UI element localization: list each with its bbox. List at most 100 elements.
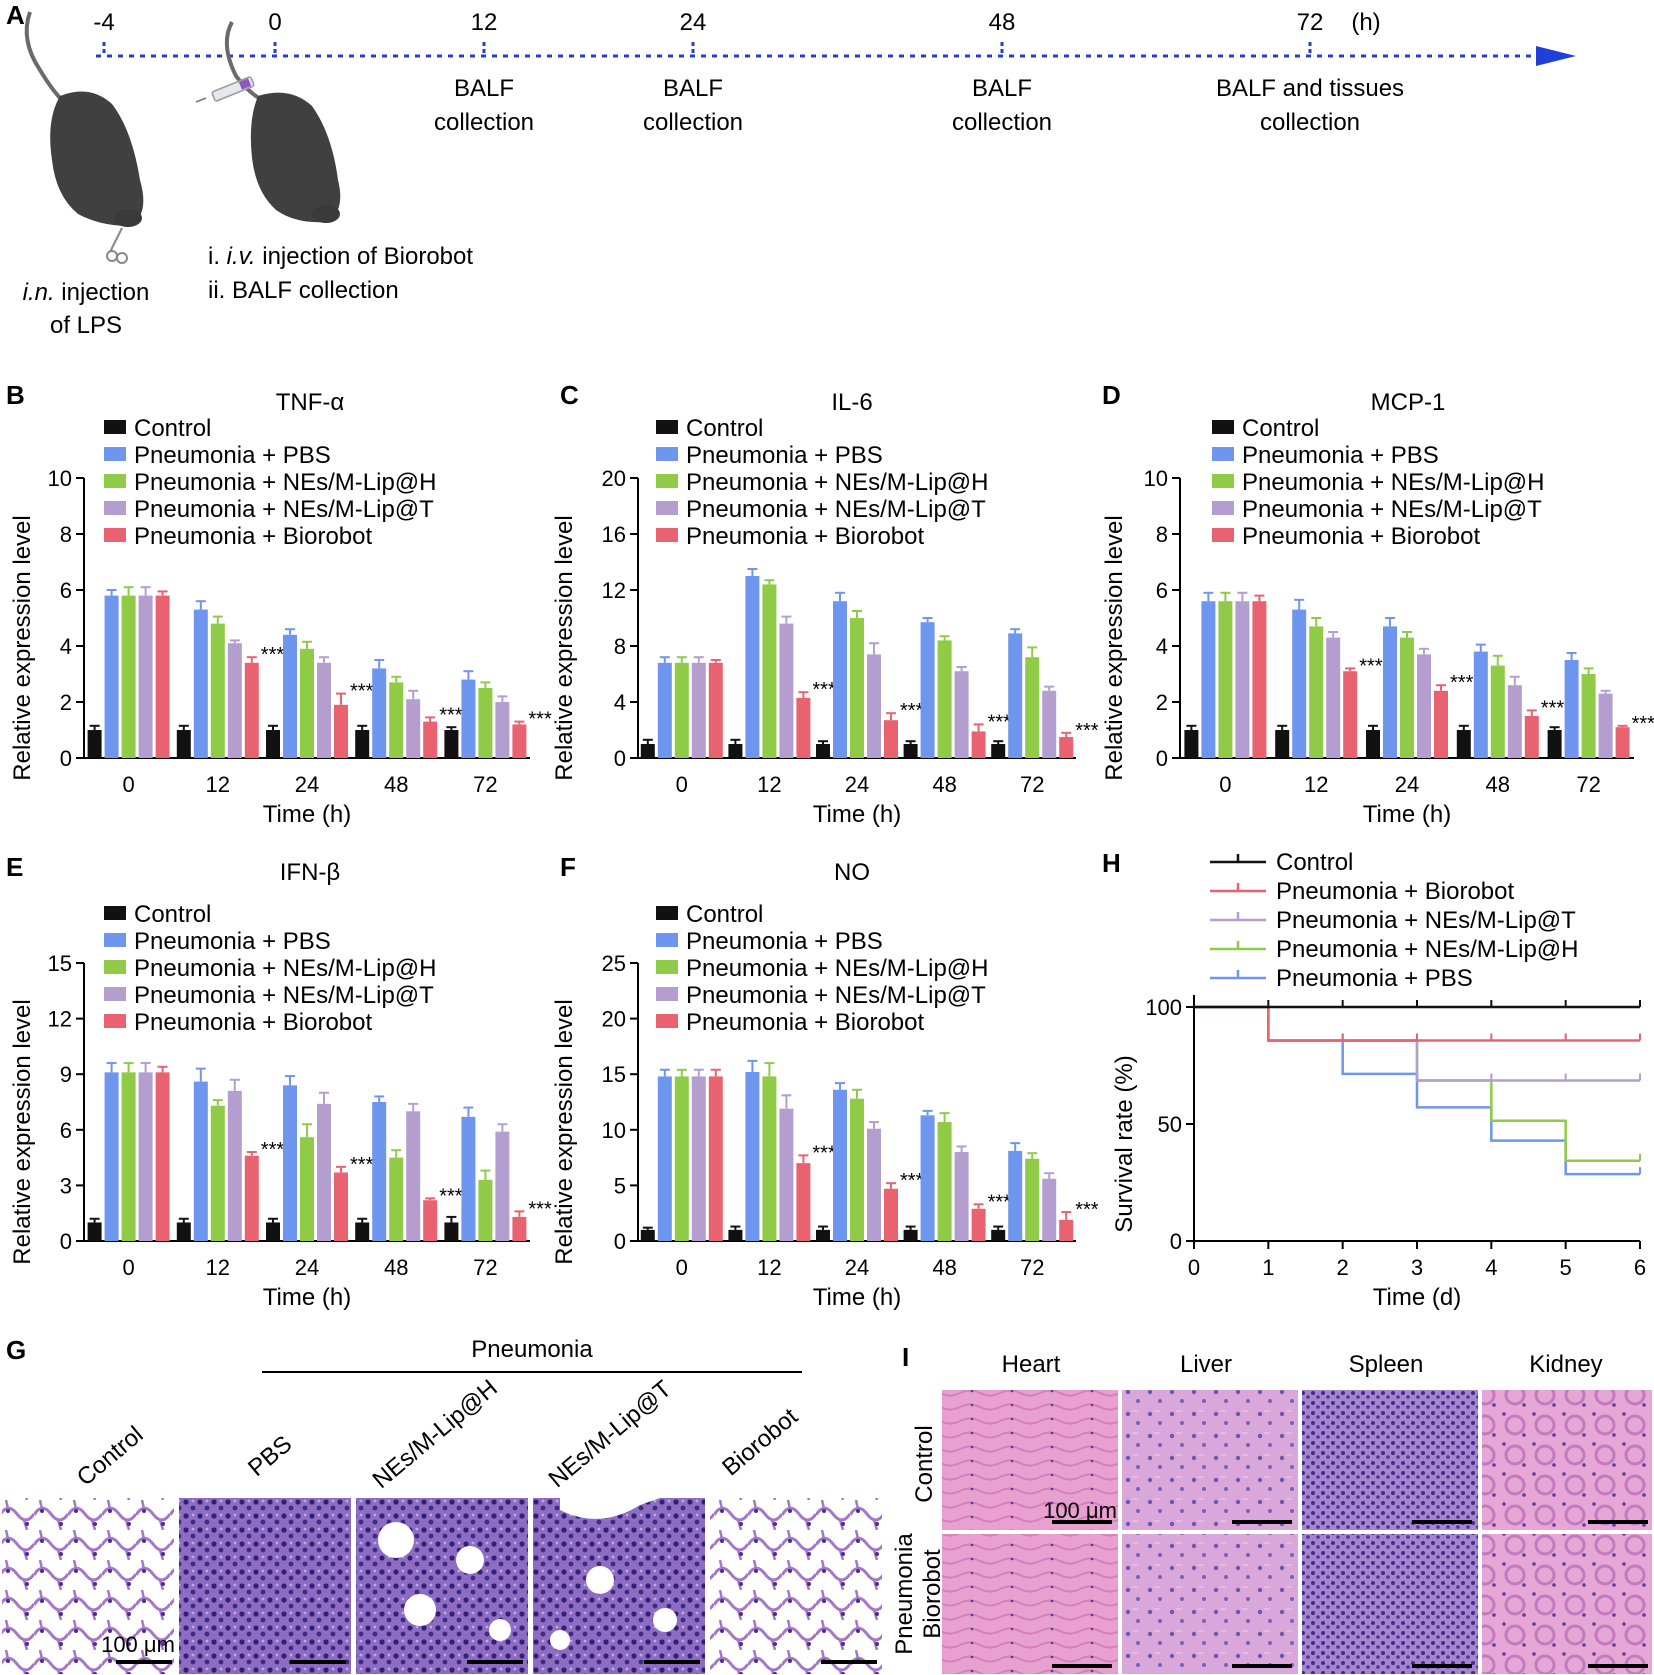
bar — [728, 1229, 743, 1241]
y-axis-label: Relative expression level — [9, 515, 36, 780]
histology-label: NEs/M-Lip@H — [368, 1375, 503, 1494]
y-tick-label: 0 — [1156, 746, 1168, 771]
y-tick-label: 4 — [614, 690, 626, 715]
step2-line1: i. i.v. injection of Biorobot — [208, 243, 473, 270]
x-tick-label: 48 — [932, 1255, 956, 1280]
bar — [227, 1090, 242, 1241]
bar — [176, 1222, 191, 1241]
bar — [640, 1229, 655, 1241]
mouse-icon — [224, 21, 341, 223]
y-tick-label: 12 — [48, 1007, 72, 1032]
survival-curve — [1194, 1005, 1640, 1082]
legend-swatch — [1212, 501, 1234, 515]
bar — [423, 721, 438, 758]
bar — [850, 1098, 864, 1241]
bar — [1524, 716, 1539, 758]
y-tick-label: 10 — [1144, 466, 1168, 491]
legend-label: Pneumonia + NEs/M-Lip@H — [686, 469, 988, 496]
bar — [1507, 685, 1522, 758]
x-tick-label: 12 — [757, 772, 781, 797]
x-tick-label: 48 — [932, 772, 956, 797]
bar — [1235, 601, 1250, 758]
bar — [283, 634, 297, 758]
bar — [478, 688, 493, 758]
histology-image — [533, 1498, 705, 1674]
bar — [1490, 665, 1505, 758]
bar — [1252, 601, 1267, 758]
x-tick-label: 48 — [384, 772, 408, 797]
legend-swatch — [656, 474, 678, 488]
significance-marker: *** — [350, 681, 374, 703]
bar — [155, 595, 170, 758]
timeline-time-label: 48 — [989, 9, 1016, 36]
chart-title: NO — [834, 859, 870, 886]
legend-swatch — [656, 960, 678, 974]
histology-label: Biorobot — [717, 1403, 803, 1481]
event-label: collection — [1260, 109, 1360, 136]
y-tick-label: 25 — [602, 951, 626, 976]
x-tick-label: 0 — [1219, 772, 1231, 797]
histology-label: NEs/M-Lip@T — [544, 1375, 677, 1493]
x-tick-label: 4 — [1485, 1255, 1497, 1280]
legend-label: Pneumonia + NEs/M-Lip@T — [1276, 907, 1576, 934]
histology-image — [1302, 1534, 1478, 1674]
y-tick-label: 15 — [602, 1062, 626, 1087]
y-tick-label: 12 — [602, 578, 626, 603]
bar — [691, 662, 706, 758]
chart-title: IL-6 — [831, 389, 872, 416]
y-axis-label: Relative expression level — [1101, 515, 1128, 780]
bar — [920, 1115, 935, 1241]
legend-label: Pneumonia + Biorobot — [686, 1009, 924, 1036]
event-label: BALF — [454, 75, 514, 102]
bar — [903, 744, 918, 758]
panel-a: A -4 0 12 24 48 72 (h) BALF collection B… — [6, 0, 1576, 339]
histology-image — [356, 1498, 528, 1674]
bar — [495, 1131, 510, 1241]
legend-label: Pneumonia + Biorobot — [134, 1009, 372, 1036]
legend-label: Pneumonia + NEs/M-Lip@T — [686, 496, 986, 523]
legend-label: Pneumonia + NEs/M-Lip@H — [686, 955, 988, 982]
y-tick-label: 15 — [48, 951, 72, 976]
legend-label: Pneumonia + PBS — [1242, 442, 1439, 469]
legend-swatch — [104, 528, 126, 542]
y-tick-label: 16 — [602, 522, 626, 547]
bar — [227, 643, 242, 758]
y-tick-label: 6 — [1156, 578, 1168, 603]
event-label: collection — [643, 109, 743, 136]
significance-marker: *** — [528, 1198, 552, 1220]
bar — [1025, 1158, 1040, 1241]
y-tick-label: 0 — [614, 746, 626, 771]
bar — [495, 702, 510, 758]
panel-letter-h: H — [1102, 848, 1121, 878]
x-tick-label: 6 — [1634, 1255, 1646, 1280]
bar — [1326, 637, 1341, 758]
x-axis-label: Time (h) — [263, 801, 351, 828]
x-tick-label: 0 — [676, 772, 688, 797]
y-tick-label: 9 — [60, 1062, 72, 1087]
significance-marker: *** — [1075, 1199, 1099, 1221]
x-tick-label: 0 — [122, 772, 134, 797]
bar — [355, 1222, 370, 1241]
x-tick-label: 72 — [473, 772, 497, 797]
bar — [1292, 609, 1307, 758]
significance-marker: *** — [1359, 655, 1383, 677]
legend-label: Control — [1242, 415, 1319, 442]
bar — [244, 1155, 259, 1241]
bar — [155, 1072, 170, 1241]
bar — [867, 654, 881, 758]
legend-swatch — [656, 1014, 678, 1028]
histology-group-header: Pneumonia — [471, 1336, 593, 1363]
bar — [334, 1172, 348, 1241]
bar — [461, 679, 476, 758]
legend-label: Control — [686, 901, 763, 928]
legend-label: Pneumonia + NEs/M-Lip@T — [686, 982, 986, 1009]
event-label: BALF — [972, 75, 1032, 102]
x-tick-label: 12 — [206, 772, 230, 797]
bar — [104, 595, 119, 758]
significance-marker: *** — [350, 1154, 374, 1176]
organ-label: Liver — [1180, 1351, 1232, 1378]
histology-image — [942, 1534, 1118, 1674]
bar — [478, 1179, 493, 1241]
y-tick-label: 0 — [614, 1229, 626, 1254]
bar — [691, 1076, 706, 1241]
